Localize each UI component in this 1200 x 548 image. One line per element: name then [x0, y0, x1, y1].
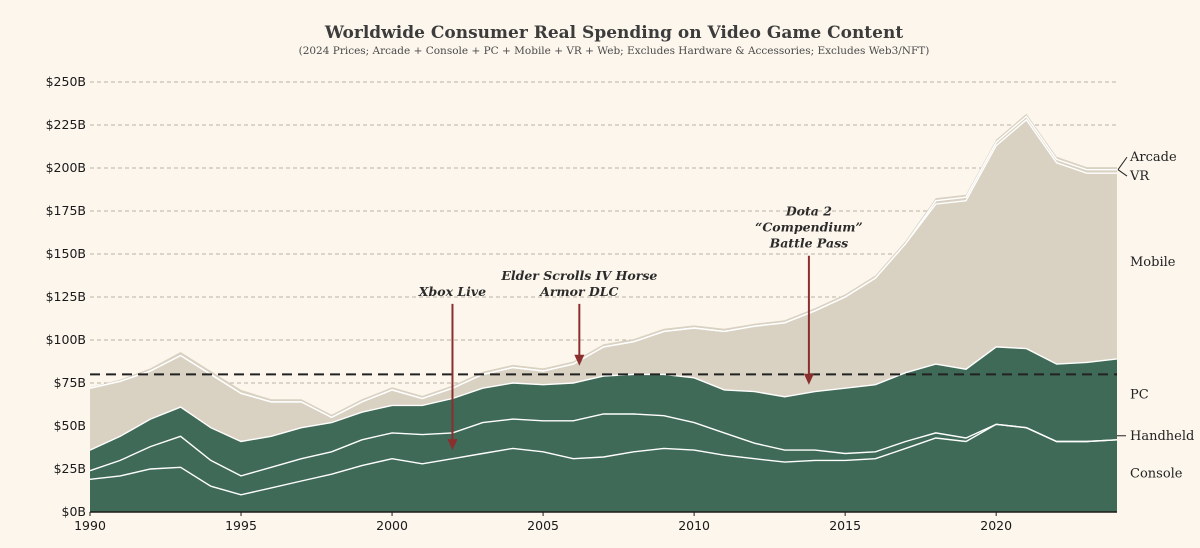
label-leader-line [1117, 156, 1128, 171]
y-tick-label: $225B [46, 117, 86, 132]
annotation-arrowhead [803, 373, 814, 385]
series-label-arcade: Arcade [1129, 150, 1177, 165]
y-tick-label: $100B [46, 332, 86, 347]
axes: $0B $25B $50B $75B $100B $125B $150B $175B $200B… [46, 74, 1117, 533]
y-tick-label: $250B [46, 74, 86, 89]
y-tick-label: $150B [46, 246, 86, 261]
y-tick-label: $50B [54, 418, 86, 433]
annotation-text: “Compendium” [755, 220, 862, 235]
x-tick-label: 1995 [225, 518, 257, 533]
annotation-text: Elder Scrolls IV Horse [500, 268, 657, 283]
y-tick-label: $75B [54, 375, 86, 390]
area-pc [90, 346, 1117, 476]
x-tick-label: 2000 [376, 518, 408, 533]
annotation-arrowhead [574, 354, 585, 366]
series-label-handheld: Handheld [1130, 429, 1194, 444]
area-mobile [90, 119, 1117, 451]
y-tick-label: $175B [46, 203, 86, 218]
area-handheld [90, 414, 1117, 495]
series-labels: Arcade VR Mobile PC Handheld Console [1117, 150, 1194, 482]
chart-title: Worldwide Consumer Real Spending on Vide… [324, 23, 904, 43]
series-label-mobile: Mobile [1130, 255, 1176, 270]
annotation-text: Xbox Live [418, 284, 486, 299]
area-series [89, 113, 1118, 512]
y-tick-label: $0B [62, 504, 86, 519]
x-tick-label: 2010 [678, 518, 710, 533]
series-label-console: Console [1130, 467, 1183, 482]
y-tick-label: $200B [46, 160, 86, 175]
annotation-text: Battle Pass [769, 236, 849, 251]
boundary-line-handheld [89, 413, 1118, 477]
series-label-vr: VR [1129, 169, 1150, 184]
annotation-text: Dota 2 [785, 204, 832, 219]
x-tick-label: 1990 [74, 518, 106, 533]
annotation-arrowhead [447, 439, 458, 451]
series-label-pc: PC [1130, 387, 1149, 402]
x-tick-label: 2020 [980, 518, 1012, 533]
area-console [90, 424, 1117, 512]
x-tick-label: 2015 [829, 518, 861, 533]
x-tick-label: 2005 [527, 518, 559, 533]
chart-subtitle: (2024 Prices; Arcade + Console + PC + Mo… [299, 45, 930, 57]
boundary-line-console [89, 423, 1118, 496]
y-tick-label: $125B [46, 289, 86, 304]
y-tick-label: $25B [54, 461, 86, 476]
annotation-text: Armor DLC [539, 284, 618, 299]
label-leader-line [1117, 169, 1128, 177]
boundary-line-vr [89, 115, 1117, 419]
boundary-line-pc [89, 346, 1118, 451]
